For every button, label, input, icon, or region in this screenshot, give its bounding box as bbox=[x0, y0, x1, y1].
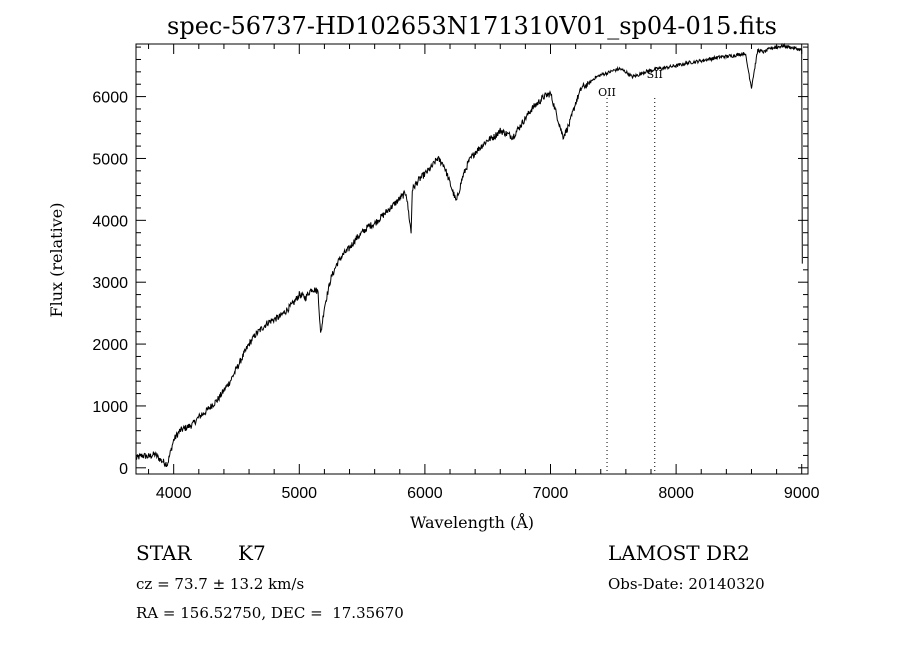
y-tick-label: 0 bbox=[119, 461, 128, 478]
y-tick-label: 5000 bbox=[92, 151, 128, 168]
x-tick-label: 4000 bbox=[156, 485, 192, 502]
x-tick-label: 6000 bbox=[407, 485, 443, 502]
x-tick-label: 5000 bbox=[281, 485, 317, 502]
object-class-label: STAR bbox=[136, 541, 192, 565]
redshift-label: cz = 73.7 ± 13.2 km/s bbox=[136, 575, 305, 593]
line-marker-label: OII bbox=[598, 86, 616, 99]
x-tick-label: 8000 bbox=[658, 485, 694, 502]
line-marker-label: SII bbox=[647, 68, 663, 81]
y-tick-label: 2000 bbox=[92, 337, 128, 354]
coordinates-label: RA = 156.52750, DEC = 17.35670 bbox=[136, 604, 404, 622]
plot-frame bbox=[135, 43, 809, 475]
chart-title: spec-56737-HD102653N171310V01_sp04-015.f… bbox=[167, 12, 777, 40]
y-tick-label: 3000 bbox=[92, 275, 128, 292]
object-subclass-label: K7 bbox=[238, 541, 266, 565]
x-tick-label: 9000 bbox=[784, 485, 820, 502]
y-tick-label: 1000 bbox=[92, 399, 128, 416]
obs-date-label: Obs-Date: 20140320 bbox=[608, 575, 765, 593]
x-axis-label: Wavelength (Å) bbox=[410, 512, 534, 532]
y-tick-label: 6000 bbox=[92, 90, 128, 107]
x-tick-label: 7000 bbox=[533, 485, 569, 502]
y-axis-label: Flux (relative) bbox=[47, 203, 66, 318]
spectrum-line bbox=[135, 42, 803, 468]
survey-label: LAMOST DR2 bbox=[608, 541, 750, 565]
y-tick-label: 4000 bbox=[92, 213, 128, 230]
